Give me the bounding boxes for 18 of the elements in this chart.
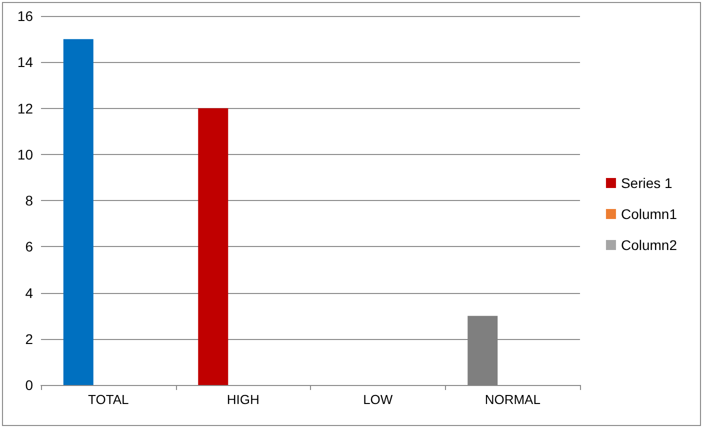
y-tick-label: 6 — [25, 238, 34, 255]
bar — [198, 108, 228, 385]
y-tick-label: 8 — [25, 192, 34, 208]
legend-label: Column2 — [620, 237, 678, 253]
x-tick-label: NORMAL — [484, 392, 540, 407]
y-tick-label: 0 — [25, 377, 34, 393]
x-tick-label: LOW — [363, 392, 394, 407]
y-tick-label: 12 — [17, 100, 34, 116]
y-tick-label: 2 — [25, 330, 34, 347]
y-tick-label: 14 — [17, 54, 34, 70]
legend-label: Column1 — [620, 206, 678, 222]
y-tick-label: 10 — [17, 146, 34, 162]
bar — [63, 39, 94, 385]
y-tick-label: 16 — [17, 8, 34, 24]
y-tick-label: 4 — [25, 284, 34, 301]
x-tick-label: TOTAL — [88, 392, 129, 407]
legend-label: Series 1 — [620, 175, 673, 191]
x-tick-label: HIGH — [226, 392, 260, 407]
